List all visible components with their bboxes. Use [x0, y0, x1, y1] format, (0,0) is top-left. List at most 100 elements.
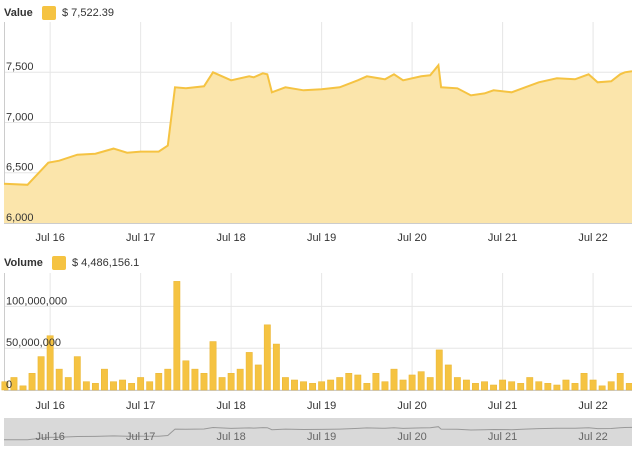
legend-swatch: [42, 6, 56, 20]
x-tick-label: Jul 20: [397, 232, 426, 244]
bar: [1, 381, 9, 391]
bar: [37, 356, 45, 391]
bar: [282, 377, 289, 391]
navigator-label: Jul 16: [35, 431, 64, 443]
bar: [481, 381, 488, 391]
legend-name: Volume: [4, 257, 43, 269]
bar: [119, 379, 126, 391]
bar: [164, 368, 172, 391]
navigator-label: Jul 22: [578, 431, 607, 443]
bar: [309, 383, 316, 391]
bar: [417, 371, 425, 391]
y-tick-label: 50,000,000: [6, 337, 61, 349]
bar: [28, 373, 36, 391]
x-tick-label: Jul 22: [578, 232, 607, 244]
bar: [544, 383, 552, 391]
y-tick-label: 7,500: [6, 61, 34, 73]
bar: [128, 383, 136, 391]
navigator-line: [3, 426, 632, 441]
y-tick-label: 100,000,000: [6, 295, 67, 307]
bar: [272, 343, 280, 391]
navigator-label: Jul 20: [397, 431, 426, 443]
bar: [182, 360, 190, 391]
navigator-label: Jul 21: [488, 431, 517, 443]
bar: [64, 377, 72, 391]
x-tick-label: Jul 17: [126, 400, 155, 412]
bar: [399, 379, 407, 391]
bar: [46, 335, 54, 391]
x-tick-label: Jul 19: [307, 232, 336, 244]
x-tick-label: Jul 16: [35, 400, 64, 412]
bar: [462, 379, 470, 391]
x-tick-label: Jul 17: [126, 232, 155, 244]
bar: [236, 368, 244, 391]
bar: [73, 356, 81, 391]
bar: [490, 384, 497, 391]
navigator-label: Jul 18: [216, 431, 245, 443]
bar: [517, 383, 525, 391]
bar: [526, 377, 534, 391]
bar: [571, 383, 579, 391]
legend-name: Value: [4, 7, 33, 19]
bar: [435, 349, 443, 391]
bar: [607, 381, 615, 391]
navigator-label: Jul 17: [126, 431, 155, 443]
x-tick-label: Jul 19: [307, 400, 336, 412]
bar: [82, 381, 90, 391]
bar: [327, 379, 335, 391]
bar: [508, 381, 516, 391]
line: [3, 62, 632, 186]
bar: [354, 374, 362, 391]
bar: [472, 383, 479, 391]
bar: [390, 368, 398, 391]
bar: [227, 373, 235, 391]
bar: [291, 379, 298, 391]
x-tick-label: Jul 18: [216, 232, 245, 244]
navigator[interactable]: [4, 418, 632, 446]
bar: [453, 377, 461, 391]
y-tick-label: 0: [6, 379, 12, 391]
bar: [254, 364, 262, 391]
bar: [363, 383, 371, 391]
bar: [345, 373, 353, 391]
bar: [101, 368, 108, 391]
navigator-label: Jul 19: [307, 431, 336, 443]
bar: [562, 379, 570, 391]
bar: [173, 281, 181, 391]
bar: [408, 374, 416, 391]
bar: [191, 368, 199, 391]
bar: [598, 385, 606, 391]
x-tick-label: Jul 21: [488, 400, 517, 412]
bar: [55, 368, 63, 391]
bar: [19, 385, 27, 391]
bar: [146, 381, 154, 391]
bar: [336, 377, 344, 391]
bar: [616, 373, 624, 391]
y-tick-label: 7,000: [6, 111, 34, 123]
x-tick-label: Jul 21: [488, 232, 517, 244]
legend-value: $ 7,522.39: [62, 7, 114, 19]
bar: [318, 381, 326, 391]
bar: [200, 373, 208, 391]
bar: [218, 377, 226, 391]
x-tick-label: Jul 20: [397, 400, 426, 412]
bar: [91, 383, 99, 391]
bar: [209, 341, 217, 391]
legend-value: $ 4,486,156.1: [72, 257, 139, 269]
bar: [580, 373, 588, 391]
bar: [625, 383, 632, 391]
bar: [381, 381, 389, 391]
bar: [426, 377, 434, 391]
y-tick-label: 6,000: [6, 212, 34, 224]
bar: [10, 377, 18, 391]
bar: [535, 381, 543, 391]
bar: [499, 379, 507, 391]
bar: [589, 379, 597, 391]
bar: [372, 373, 380, 391]
bar: [137, 377, 145, 391]
bar: [553, 384, 561, 391]
area: [4, 65, 632, 223]
bar: [444, 364, 452, 391]
bar: [263, 324, 271, 391]
